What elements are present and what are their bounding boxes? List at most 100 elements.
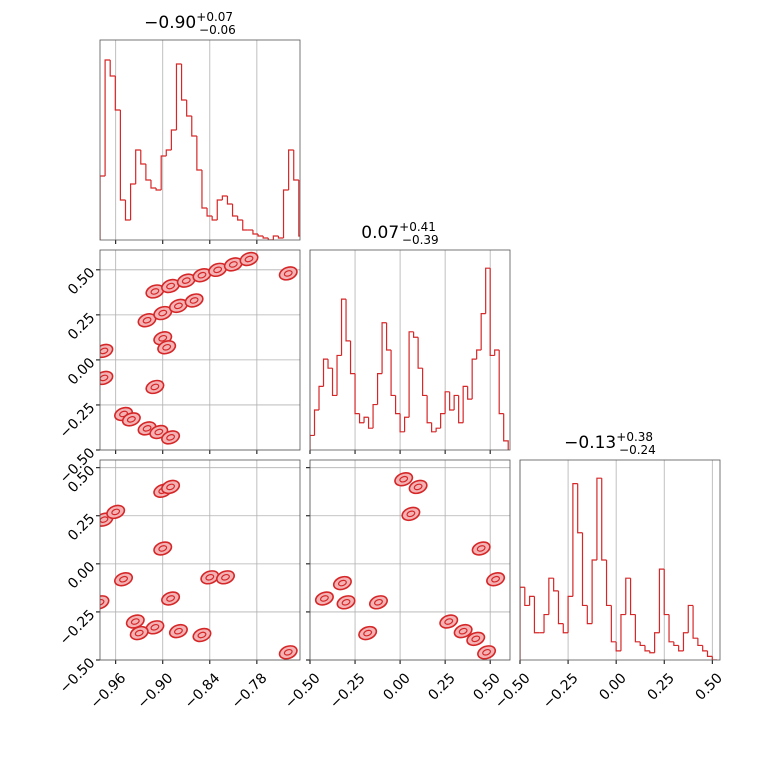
hist-step: [381, 322, 387, 374]
hist-step: [135, 149, 141, 184]
hist-step: [282, 189, 289, 238]
hist-step: [711, 656, 718, 660]
hist-step: [231, 204, 238, 217]
title-lower: −0.39: [402, 233, 439, 247]
contour-inner: [158, 545, 168, 552]
hist-step: [340, 298, 347, 356]
hist-step: [489, 268, 495, 357]
hist-step: [422, 368, 428, 397]
hist-step: [480, 313, 486, 350]
hist-step: [313, 409, 320, 436]
hist-step: [494, 349, 500, 356]
hist-step: [408, 331, 414, 418]
contour-inner: [471, 635, 481, 643]
hist-step: [196, 136, 202, 171]
hist-step: [272, 235, 279, 240]
panel-frame: [99, 39, 301, 241]
x-tick-label: −0.25: [327, 670, 369, 712]
hist-step: [277, 236, 284, 239]
hist-step: [706, 650, 713, 657]
plot-area: [310, 267, 509, 450]
hist-step: [336, 354, 342, 396]
hist-step: [403, 416, 410, 432]
title-value: −0.90: [144, 13, 196, 33]
hist-step: [165, 149, 172, 156]
y-tick-label: 0.50: [65, 265, 98, 298]
hist-step: [634, 614, 641, 643]
contour-inner: [166, 595, 176, 602]
contour-inner: [173, 302, 183, 310]
hist-step: [367, 417, 374, 429]
hist-step: [298, 180, 300, 237]
hist-step: [596, 477, 602, 560]
hist-step: [322, 358, 329, 387]
y-tick-label: −0.25: [57, 400, 99, 442]
hist-step: [413, 331, 419, 338]
contour-outer: [184, 293, 204, 308]
contour-outer: [466, 631, 486, 647]
title-lower: −0.06: [199, 23, 236, 37]
hist-step: [109, 60, 116, 77]
x-tick-label: 0.00: [380, 670, 413, 703]
hist-step: [211, 216, 218, 221]
contour-inner: [154, 428, 164, 436]
contour-outer: [278, 266, 298, 281]
hist-step: [485, 267, 491, 314]
contour-inner: [213, 266, 223, 274]
contour-outer: [161, 430, 181, 445]
hist-step: [186, 100, 192, 117]
contour-inner: [482, 648, 492, 656]
hist-step: [318, 385, 324, 410]
hist-step: [100, 175, 106, 240]
hist-step: [426, 395, 432, 424]
hist-step: [363, 416, 369, 423]
hist-step: [586, 605, 593, 625]
contour-inner: [399, 475, 409, 483]
x-tick-label: 0.25: [644, 670, 677, 703]
x-tick-label: −0.84: [182, 670, 224, 712]
hist-step: [458, 395, 464, 424]
contour-inner: [341, 598, 351, 606]
contour-outer: [100, 343, 114, 359]
hist-step: [327, 359, 333, 369]
contour-inner: [491, 575, 501, 583]
hist-step: [520, 586, 525, 660]
contour-outer: [145, 379, 165, 395]
contour-inner: [150, 288, 160, 295]
x-tick-label: −0.25: [540, 670, 582, 712]
hist-step: [649, 650, 655, 654]
hist-step: [553, 578, 559, 592]
hist-step: [702, 645, 708, 652]
hist-step: [354, 373, 360, 415]
hist-step: [293, 150, 299, 181]
hist-step: [654, 632, 660, 653]
hist-step: [140, 150, 146, 165]
contour-outer: [314, 591, 334, 606]
hist-step: [498, 350, 504, 415]
title-upper: +0.38: [616, 430, 653, 444]
contour-inner: [166, 434, 176, 441]
contour-inner: [142, 316, 152, 324]
contour-outer: [129, 625, 149, 641]
hist-step: [605, 560, 612, 607]
contour-inner: [197, 271, 207, 279]
contour-inner: [205, 573, 215, 581]
contour-inner: [319, 595, 329, 602]
hist-step: [697, 638, 703, 647]
hist-step: [639, 641, 645, 647]
contour-inner: [244, 255, 254, 263]
hist-step: [471, 358, 477, 400]
contour-inner: [142, 425, 152, 432]
hist-step: [155, 188, 162, 191]
contour-inner: [150, 623, 160, 631]
hist-step: [390, 350, 396, 397]
hist-step: [349, 340, 356, 375]
contour-inner: [413, 483, 423, 491]
hist-step: [372, 403, 378, 429]
y-tick-label: −0.25: [57, 607, 99, 649]
contour-inner: [458, 627, 468, 635]
contour-inner: [158, 334, 168, 342]
hist-step: [345, 299, 351, 342]
y-tick-label: 0.00: [65, 559, 98, 592]
